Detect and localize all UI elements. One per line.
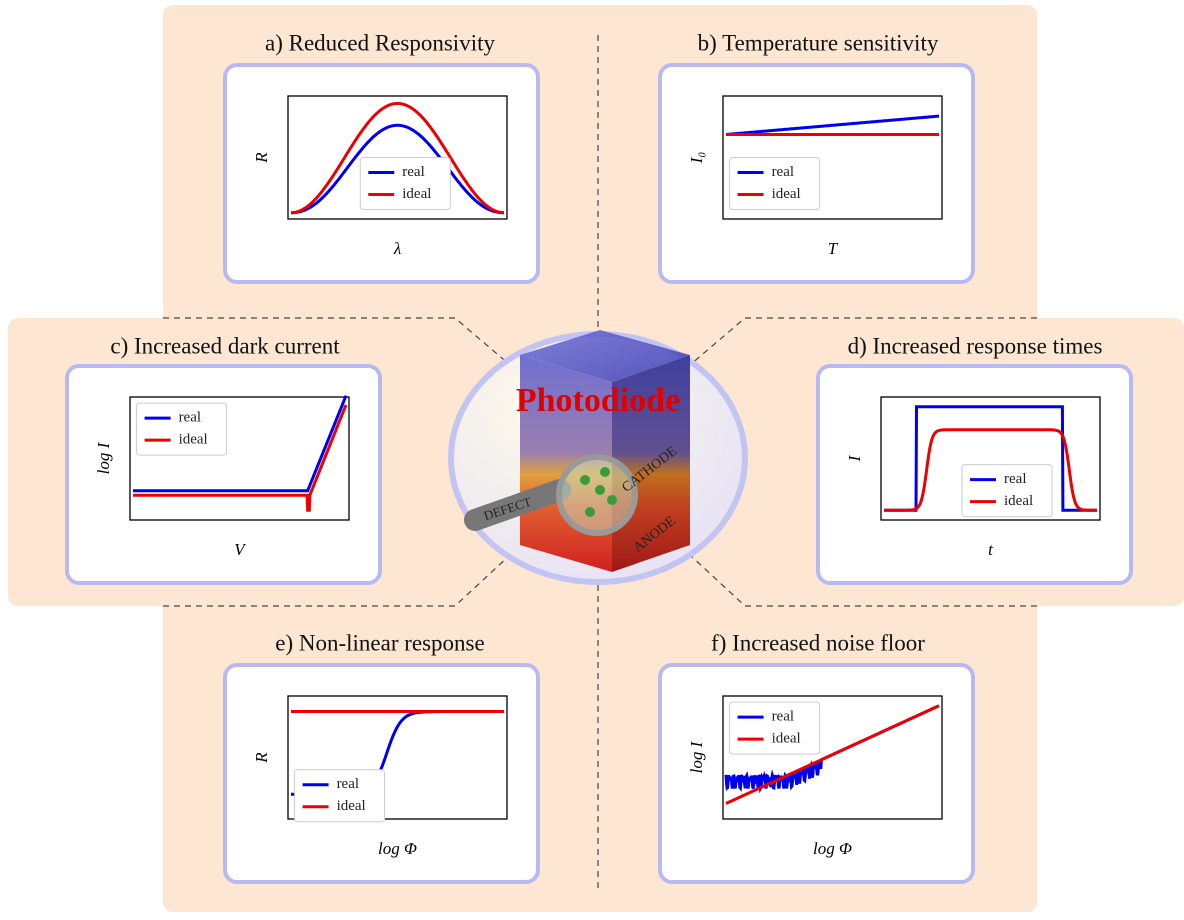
panel: f) Increased noise floor log I log Φ real id… [660,630,973,882]
legend-label: ideal [1004,493,1033,509]
legend-label: real [1004,471,1026,487]
legend-label: ideal [772,731,801,747]
panel-title: d) Increased response times [848,333,1103,358]
y-axis-label: R [252,752,271,764]
panel-box [67,366,380,583]
legend-label: real [402,164,424,180]
legend-label: real [179,410,201,426]
legend-label: real [337,776,359,792]
center-illustration: Photodiode CATHODE ANODE DEFECT [451,330,745,582]
legend-label: real [772,164,794,180]
panel-title: e) Non-linear response [275,630,484,655]
y-axis-label: log I [687,740,706,773]
x-axis-label: log Φ [378,839,417,858]
legend-label: ideal [402,186,431,202]
panel: a) Reduced Responsivity Rλ real ideal [225,30,538,282]
legend-label: real [772,709,794,725]
y-axis-label: R [252,152,271,164]
legend-label: ideal [179,432,208,448]
panel-title: a) Reduced Responsivity [265,30,495,55]
x-axis-label: log Φ [813,839,852,858]
y-axis-label: I₀ [687,152,706,165]
panel-title: f) Increased noise floor [711,630,925,655]
x-axis-label: T [828,239,839,258]
legend-label: ideal [772,186,801,202]
legend-label: ideal [337,798,366,814]
x-axis-label: λ [393,239,401,258]
y-axis-label: log I [94,441,113,474]
figure: Photodiode CATHODE ANODE DEFECT a) Reduc… [0,0,1184,915]
page: Photodiode CATHODE ANODE DEFECT a) Reduc… [0,0,1184,915]
panel-title: c) Increased dark current [110,333,340,358]
panel-title: b) Temperature sensitivity [698,30,939,55]
center-title: Photodiode [516,382,680,419]
